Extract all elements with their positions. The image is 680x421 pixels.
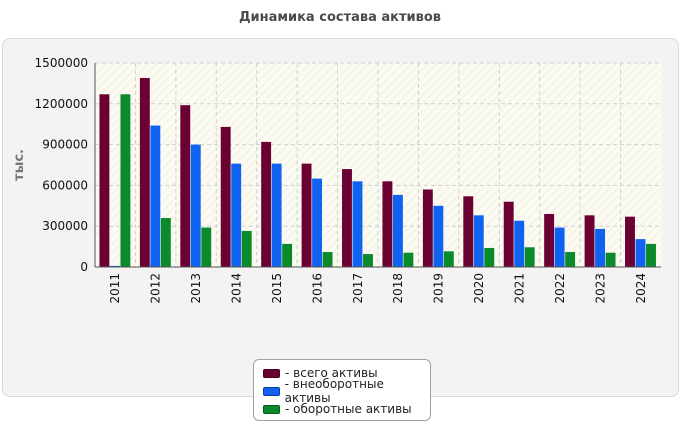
bar-2-2015 — [271, 163, 282, 267]
bar-3-2022 — [565, 252, 576, 267]
bar-1-2018 — [382, 181, 393, 267]
x-tick-label: 2012 — [149, 273, 163, 304]
bar-3-2024 — [646, 243, 656, 267]
legend-label-current: - оборотные активы — [285, 402, 412, 416]
bar-3-2015 — [282, 243, 293, 267]
bar-1-2014 — [220, 126, 231, 267]
bar-3-2018 — [403, 252, 414, 267]
bar-1-2017 — [342, 169, 352, 267]
y-tick-label: 600000 — [42, 178, 88, 192]
bar-3-2011 — [120, 94, 131, 267]
y-tick-label: 1200000 — [35, 97, 88, 111]
legend-swatch-total — [263, 368, 280, 378]
bar-1-2022 — [544, 213, 555, 267]
y-tick-label: 0 — [80, 260, 88, 274]
x-tick-label: 2015 — [270, 273, 284, 304]
bar-2-2011 — [109, 265, 120, 267]
chart-title: Динамика состава активов — [238, 10, 442, 25]
x-tick-label: 2013 — [189, 273, 203, 304]
y-axis-label: тыс. — [12, 149, 27, 181]
bar-1-2016 — [301, 163, 312, 267]
bar-1-2015 — [261, 141, 272, 267]
x-tick-label: 2024 — [634, 273, 648, 304]
legend-label-noncurrent: - внеоборотные активы — [284, 377, 384, 405]
bar-1-2013 — [180, 105, 191, 267]
bar-3-2013 — [201, 227, 212, 267]
bar-1-2024 — [625, 216, 635, 267]
y-tick-label: 1500000 — [35, 56, 88, 70]
chart-panel: 0 300000 600000 900000 1200000 1500000 2011 20… — [2, 38, 679, 421]
legend-label-total: - всего активы — [285, 366, 378, 380]
bar-2-2014 — [231, 163, 242, 267]
bar-2-2024 — [635, 239, 646, 267]
bar-2-2018 — [392, 194, 403, 267]
x-tick-label: 2022 — [553, 273, 567, 304]
legend: - всего активы - внеоборотные активы - о… — [253, 359, 431, 421]
bar-3-2012 — [160, 218, 171, 267]
bar-3-2019 — [443, 251, 454, 267]
x-tick-label: 2023 — [593, 273, 607, 304]
legend-item-total: - всего активы — [263, 364, 430, 382]
bar-2-2013 — [190, 144, 201, 267]
x-tick-label: 2019 — [432, 273, 446, 304]
bar-3-2020 — [484, 247, 495, 267]
bar-1-2021 — [503, 201, 514, 267]
bar-2-2019 — [433, 205, 444, 267]
bar-2-2016 — [312, 178, 323, 267]
bar-2-2023 — [595, 228, 606, 267]
bar-1-2020 — [463, 196, 474, 267]
y-tick-label: 900000 — [42, 138, 88, 152]
bar-1-2012 — [139, 77, 150, 268]
x-tick-label: 2021 — [513, 273, 527, 304]
axes — [94, 63, 661, 268]
x-tick-label: 2017 — [351, 273, 365, 304]
bar-2-2022 — [554, 227, 565, 267]
bar-2-2012 — [150, 125, 161, 267]
x-tick-label: 2011 — [108, 273, 122, 304]
bar-3-2021 — [524, 247, 535, 267]
bar-2-2021 — [514, 220, 525, 267]
y-tick-label: 300000 — [42, 219, 88, 233]
x-tick-label: 2016 — [310, 273, 324, 304]
y-tick-labels: 0 300000 600000 900000 1200000 1500000 — [35, 56, 88, 274]
x-tick-label: 2020 — [472, 273, 486, 304]
x-tick-label: 2014 — [230, 273, 244, 304]
legend-item-current: - оборотные активы — [263, 400, 430, 418]
legend-item-noncurrent: - внеоборотные активы — [263, 377, 430, 405]
x-tick-label: 2018 — [391, 273, 405, 304]
bar-3-2023 — [605, 252, 616, 267]
bar-3-2016 — [322, 252, 333, 267]
bar-1-2023 — [584, 215, 595, 267]
bar-2-2017 — [352, 181, 363, 267]
bar-1-2019 — [422, 189, 433, 267]
bars — [99, 77, 656, 268]
bar-2-2020 — [473, 215, 484, 267]
legend-swatch-noncurrent — [263, 386, 280, 396]
bar-1-2011 — [99, 94, 110, 267]
bar-3-2017 — [363, 254, 373, 267]
bar-3-2014 — [241, 230, 252, 267]
x-tick-labels: 2011 2012 2013 2014 2015 2016 2017 2018 2019 2020… — [108, 273, 648, 304]
legend-swatch-current — [263, 404, 280, 414]
